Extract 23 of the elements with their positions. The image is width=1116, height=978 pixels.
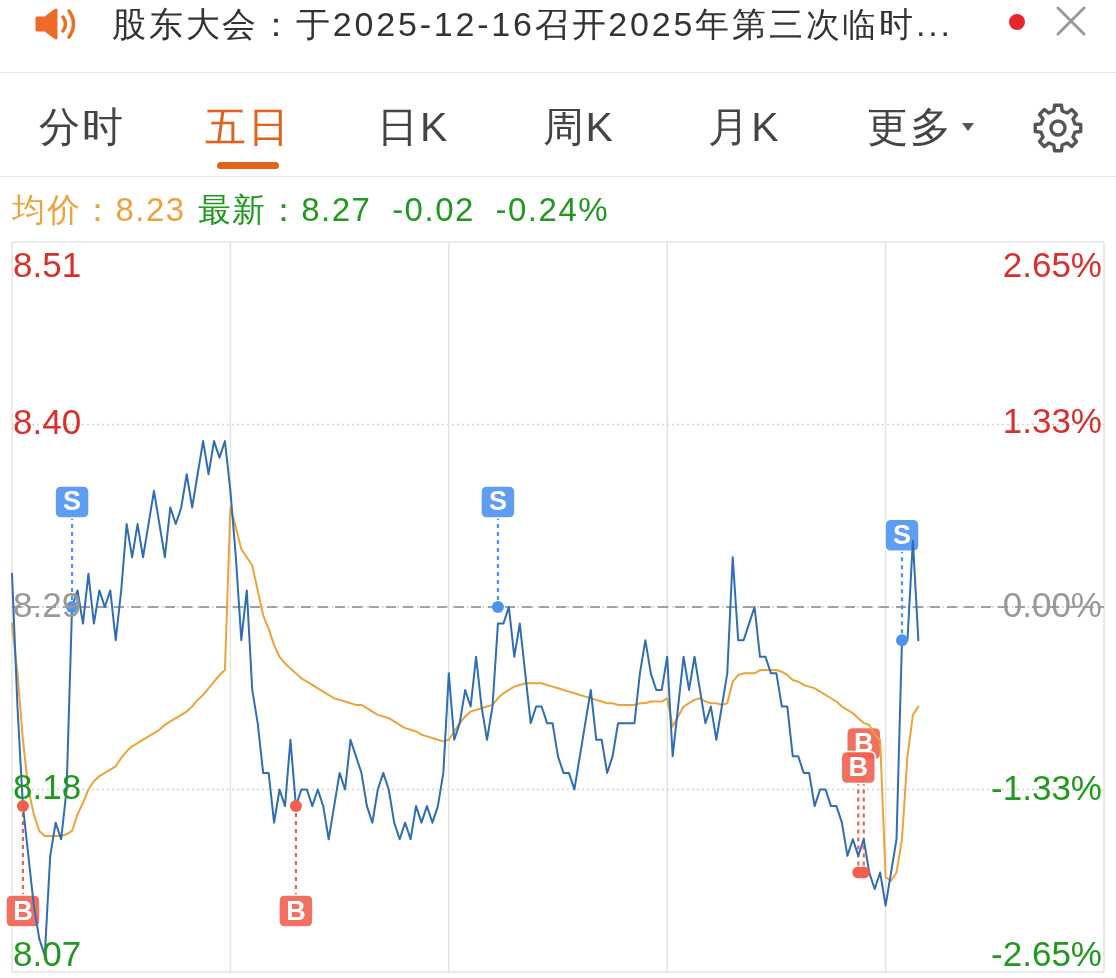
chart-title: 股东大会：于2025-12-16召开2025年第三次临时...: [112, 4, 953, 45]
text: 五日: [204, 103, 291, 151]
y-tick-label: 8.40: [13, 402, 82, 442]
text: 月K: [708, 103, 781, 151]
data-label: S: [892, 519, 911, 550]
data-label: B: [13, 895, 33, 926]
y-tick-label: 8.51: [13, 245, 82, 285]
text: 均价：8.23: [12, 191, 186, 228]
chart-subtitle: 最新：8.27 -0.02 -0.24%: [197, 191, 610, 228]
y2-tick-label: 0.00%: [1002, 584, 1102, 624]
data-label: S: [488, 486, 507, 517]
y2-tick-label: 2.65%: [1002, 245, 1102, 285]
y2-tick-label: -1.33%: [991, 767, 1102, 807]
y2-tick-label: -2.65%: [991, 934, 1102, 973]
data-label: B: [848, 751, 869, 782]
text: 更多: [867, 103, 953, 151]
y-tick-label: 8.07: [13, 934, 82, 973]
y2-tick-label: 1.33%: [1002, 401, 1102, 441]
text: 分时: [39, 103, 125, 151]
text: 日K: [377, 103, 450, 151]
data-label: B: [286, 895, 306, 926]
text: 周K: [542, 103, 615, 151]
data-label: S: [63, 486, 82, 517]
